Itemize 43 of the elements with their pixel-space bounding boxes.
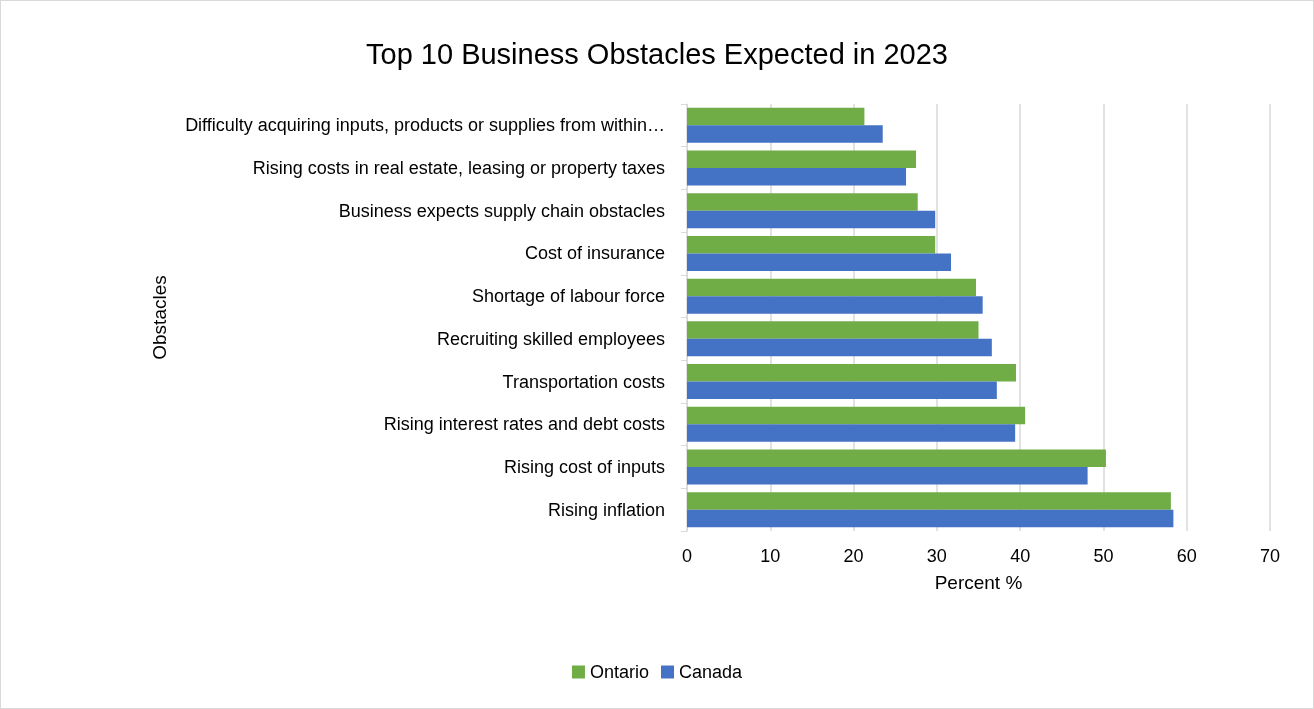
bar	[687, 424, 1016, 442]
bar	[687, 125, 883, 143]
x-tick-label: 30	[926, 546, 947, 566]
y-tick-label: Rising cost of inputs	[503, 456, 665, 477]
x-tick-label: 60	[1176, 546, 1197, 566]
x-tick-label: 0	[681, 546, 693, 566]
bar	[687, 449, 1106, 467]
y-tick-label: Recruiting skilled employees	[436, 328, 665, 349]
y-tick-label: Shortage of labour force	[471, 286, 665, 307]
bar	[687, 235, 936, 254]
bar	[687, 364, 1016, 382]
bar	[687, 278, 976, 297]
y-tick-label: Transportation costs	[502, 371, 665, 392]
bar	[687, 107, 865, 126]
bar	[687, 253, 952, 271]
bar	[687, 321, 979, 339]
legend-label: Canada	[678, 662, 744, 682]
y-tick-label: Rising costs in real estate, leasing or property taxes	[252, 158, 665, 179]
y-tick-label: Cost of insurance	[524, 243, 665, 264]
legend-label: Ontario	[589, 662, 649, 682]
y-tick-label: Business expects supply chain obstacles	[338, 200, 665, 221]
y-tick-label: Rising interest rates and debt costs	[383, 414, 665, 435]
bar	[687, 466, 1088, 485]
bar	[687, 338, 992, 357]
y-tick-label: Rising inflation	[547, 499, 665, 520]
bar	[687, 492, 1171, 510]
bar	[687, 406, 1026, 425]
bar	[687, 381, 997, 400]
x-tick-label: 50	[1093, 546, 1114, 566]
x-tick-label: 10	[760, 546, 781, 566]
bar	[687, 509, 1174, 528]
bar	[687, 150, 917, 169]
x-tick-label: 70	[1259, 546, 1281, 566]
x-tick-label: 40	[1010, 546, 1031, 566]
y-axis-title: Obstacles	[149, 275, 170, 360]
x-axis-title: Percent %	[934, 572, 1023, 593]
bar	[687, 168, 907, 186]
bar	[687, 296, 983, 314]
chart-title: Top 10 Business Obstacles Expected in 2023	[366, 37, 948, 70]
y-tick-label: Difficulty acquiring inputs, products or supplies from within…	[185, 115, 665, 136]
bar	[687, 193, 918, 211]
x-tick-label: 20	[843, 546, 864, 566]
bar	[687, 210, 936, 229]
